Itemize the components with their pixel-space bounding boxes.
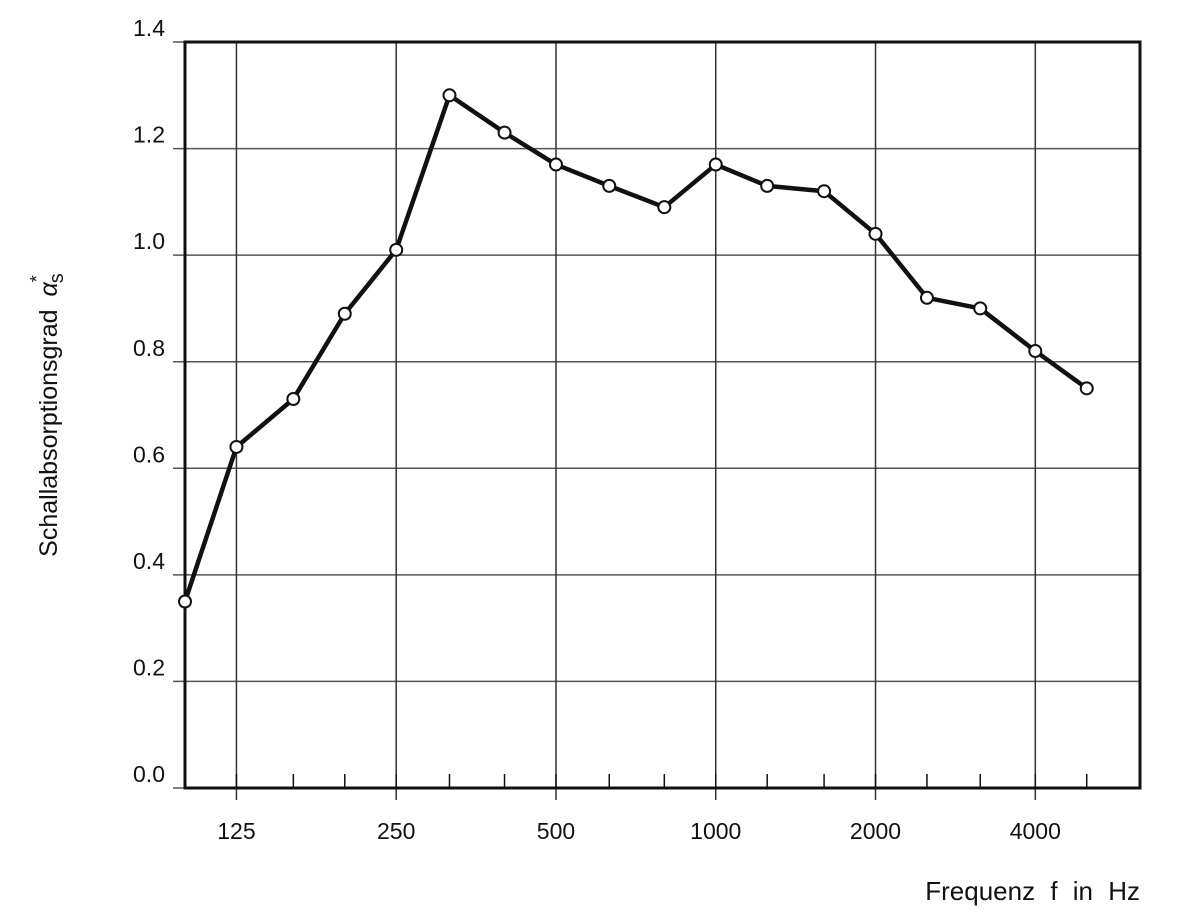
y-tick-label: 1.2 — [133, 122, 165, 148]
y-tick-label: 0.6 — [133, 441, 165, 467]
plot-frame — [183, 40, 1142, 790]
x-tick-label: 500 — [537, 818, 575, 844]
data-point — [229, 439, 244, 454]
y-tick-label: 0.2 — [133, 655, 165, 681]
y-tick-label: 1.4 — [133, 15, 165, 41]
y-axis-label-text: Schallabsorptionsgrad — [35, 309, 63, 556]
y-tick-label: 0.0 — [133, 761, 165, 787]
data-point — [337, 306, 352, 321]
data-point — [497, 125, 512, 140]
y-axis-label-group: Schallabsorptionsgrad α*s — [27, 273, 69, 557]
data-point — [919, 290, 934, 305]
y-axis-label: Schallabsorptionsgrad α*s — [27, 273, 69, 557]
x-tick-label: 125 — [217, 818, 255, 844]
y-axis-symbol-sub: s — [46, 273, 68, 283]
data-point — [868, 226, 883, 241]
data-point — [178, 594, 192, 609]
data-line — [182, 93, 1089, 603]
data-point — [817, 184, 832, 199]
y-axis-symbol: α — [35, 281, 63, 296]
data-point — [1028, 344, 1043, 359]
y-tick-label: 0.4 — [133, 548, 165, 574]
x-tick-label: 4000 — [1010, 818, 1061, 844]
data-point — [548, 157, 563, 172]
x-tick-label: 250 — [377, 818, 415, 844]
y-tick-label: 0.8 — [133, 335, 165, 361]
data-point — [1079, 381, 1094, 396]
data-point — [389, 242, 404, 257]
y-axis-symbol-sup: * — [27, 275, 47, 282]
data-point — [760, 178, 775, 193]
data-point — [286, 392, 301, 407]
data-point — [602, 178, 617, 193]
data-point — [442, 88, 457, 103]
data-point — [708, 157, 723, 172]
y-tick-label: 1.0 — [133, 228, 165, 254]
x-tick-label: 1000 — [690, 818, 741, 844]
data-point — [973, 301, 988, 316]
x-axis-label: Frequenz f in Hz — [925, 876, 1140, 906]
x-tick-label: 2000 — [850, 818, 901, 844]
data-point — [657, 200, 672, 215]
